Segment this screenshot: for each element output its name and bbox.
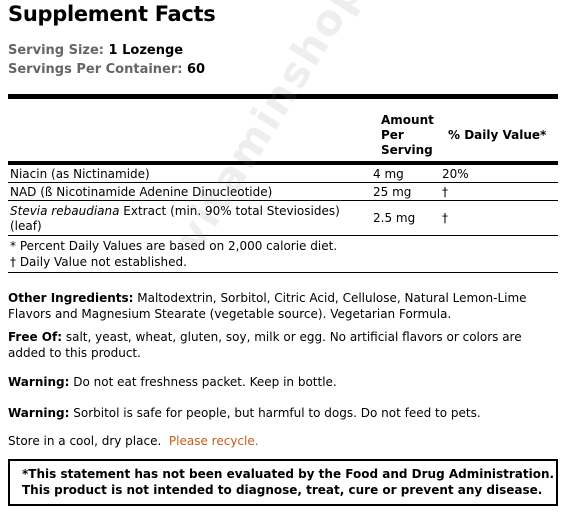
warning-text: Do not eat freshness packet. Keep in bot…	[69, 375, 337, 389]
nutrient-name-line2: (leaf)	[10, 219, 42, 233]
table-row: NAD (ß Nicotinamide Adenine Dinucleotide…	[8, 183, 558, 201]
fda-disclaimer-box: *This statement has not been evaluated b…	[8, 459, 558, 506]
amount-header-line: Amount	[381, 113, 434, 127]
other-ingredients-line1: Maltodextrin, Sorbitol, Citric Acid, Cel…	[133, 291, 527, 305]
fda-line1: *This statement has not been evaluated b…	[22, 467, 555, 481]
free-of: Free Of: salt, yeast, wheat, gluten, soy…	[8, 329, 558, 361]
free-of-line2: added to this product.	[8, 346, 141, 360]
free-of-line1: salt, yeast, wheat, gluten, soy, milk or…	[62, 330, 522, 344]
facts-table: Amount Per Serving % Daily Value* Niacin…	[8, 94, 558, 273]
nutrient-name: Niacin (as Nictinamide)	[10, 167, 150, 181]
dv-header: % Daily Value*	[448, 128, 547, 142]
servings-per-container-value: 60	[187, 62, 206, 77]
table-row: Niacin (as Nictinamide) 4 mg 20%	[8, 165, 558, 183]
serving-size-value: 1 Lozenge	[108, 43, 184, 58]
free-of-label: Free Of:	[8, 330, 63, 344]
serving-size-label: Serving Size:	[8, 43, 105, 58]
warning-label: Warning:	[8, 406, 70, 420]
footnote-dagger: † Daily Value not established.	[10, 255, 187, 269]
servings-per-container: Servings Per Container: 60	[8, 62, 205, 77]
nutrient-name: Stevia rebaudiana Extract (min. 90% tota…	[10, 204, 340, 218]
amount-header-line: Serving	[381, 143, 433, 157]
table-row: Stevia rebaudiana Extract (min. 90% tota…	[8, 201, 558, 236]
nutrient-name: NAD (ß Nicotinamide Adenine Dinucleotide…	[10, 185, 273, 199]
table-footnotes: * Percent Daily Values are based on 2,00…	[8, 236, 558, 272]
amount-header-line: Per	[381, 128, 404, 142]
amount-header: Amount Per Serving	[381, 113, 434, 158]
other-ingredients: Other Ingredients: Maltodextrin, Sorbito…	[8, 290, 558, 322]
warning-packet: Warning: Do not eat freshness packet. Ke…	[8, 374, 558, 390]
nutrient-amount: 25 mg	[373, 185, 412, 199]
nutrient-dv: 20%	[442, 167, 469, 181]
other-ingredients-line2: Flavors and Magnesium Stearate (vegetabl…	[8, 307, 452, 321]
fda-line2: This product is not intended to diagnose…	[22, 483, 543, 497]
nutrient-name-rest: Extract (min. 90% total Steviosides)	[119, 204, 340, 218]
serving-size: Serving Size: 1 Lozenge	[8, 43, 183, 58]
nutrient-amount: 2.5 mg	[373, 211, 416, 225]
servings-per-container-label: Servings Per Container:	[8, 62, 183, 77]
page-title: Supplement Facts	[8, 2, 216, 26]
other-ingredients-label: Other Ingredients:	[8, 291, 134, 305]
nutrient-dv: †	[442, 185, 448, 199]
storage-text: Store in a cool, dry place.	[8, 434, 169, 448]
recycle-text: Please recycle.	[168, 434, 259, 448]
table-header: Amount Per Serving % Daily Value*	[8, 99, 558, 165]
storage-note: Store in a cool, dry place. Please recyc…	[8, 433, 558, 449]
nutrient-name-italic: Stevia rebaudiana	[10, 204, 120, 218]
footnote-dv: * Percent Daily Values are based on 2,00…	[10, 239, 338, 253]
warning-sorbitol: Warning: Sorbitol is safe for people, bu…	[8, 405, 558, 421]
warning-text: Sorbitol is safe for people, but harmful…	[69, 406, 481, 420]
warning-label: Warning:	[8, 375, 70, 389]
nutrient-amount: 4 mg	[373, 167, 404, 181]
nutrient-dv: †	[442, 211, 448, 225]
